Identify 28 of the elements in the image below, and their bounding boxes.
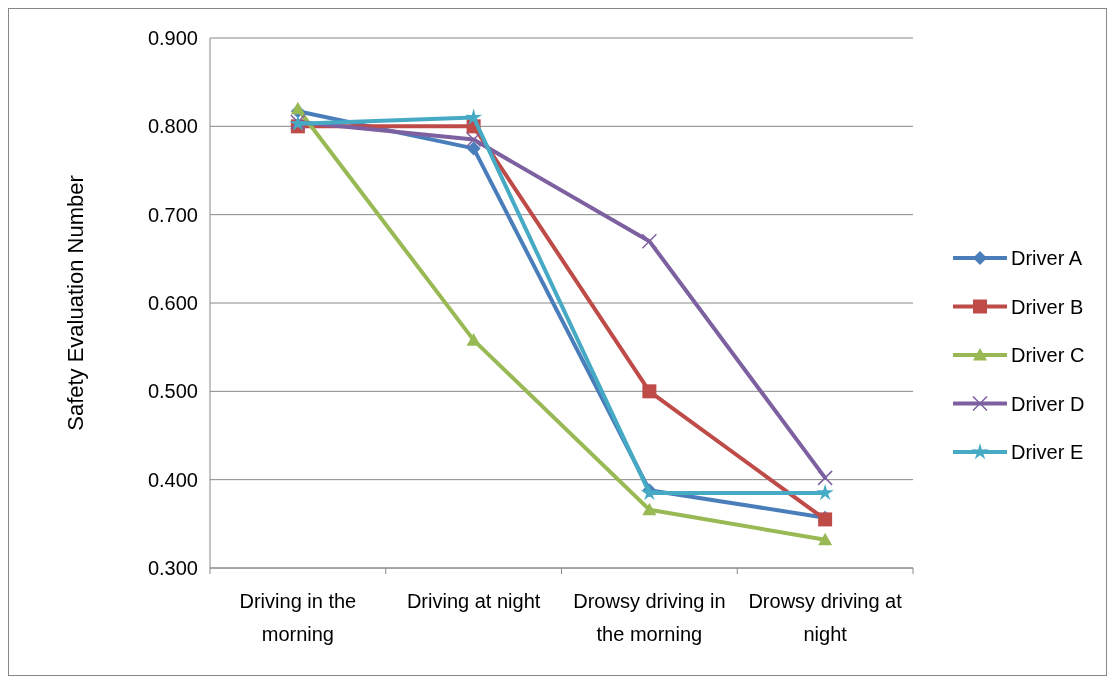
point: [641, 233, 658, 249]
point: [290, 101, 305, 115]
legend-label: Driver A: [1011, 247, 1083, 269]
legend-label: Driver B: [1011, 295, 1084, 318]
point: [466, 141, 481, 156]
y-tick-label: 0.500: [147, 380, 198, 403]
y-tick-label: 0.600: [147, 292, 198, 314]
y-axis-title: Safety Evaluation Number: [63, 175, 88, 431]
legend-label: Driver D: [1011, 392, 1085, 415]
x-tick-label: Driving in the morning: [239, 590, 357, 645]
y-tick-label: 0.900: [147, 27, 198, 49]
y-tick-label: 0.800: [147, 115, 198, 138]
point: [642, 384, 657, 399]
x-tick-label: Drowsy driving in the morning: [573, 590, 726, 645]
point: [642, 502, 657, 516]
x-tick-label: Driving at night: [406, 590, 541, 612]
y-tick-label: 0.700: [147, 203, 198, 226]
point: [818, 532, 833, 546]
point: [465, 108, 483, 125]
x-tick-label: Drowsy driving at night: [748, 590, 903, 645]
point: [817, 470, 833, 486]
legend-label: Driver C: [1011, 344, 1085, 366]
point: [465, 131, 482, 148]
y-tick-label: 0.300: [147, 557, 198, 579]
legend-label: Driver E: [1011, 441, 1084, 463]
point: [816, 483, 834, 501]
point: [466, 333, 481, 346]
y-tick-label: 0.400: [147, 468, 198, 491]
